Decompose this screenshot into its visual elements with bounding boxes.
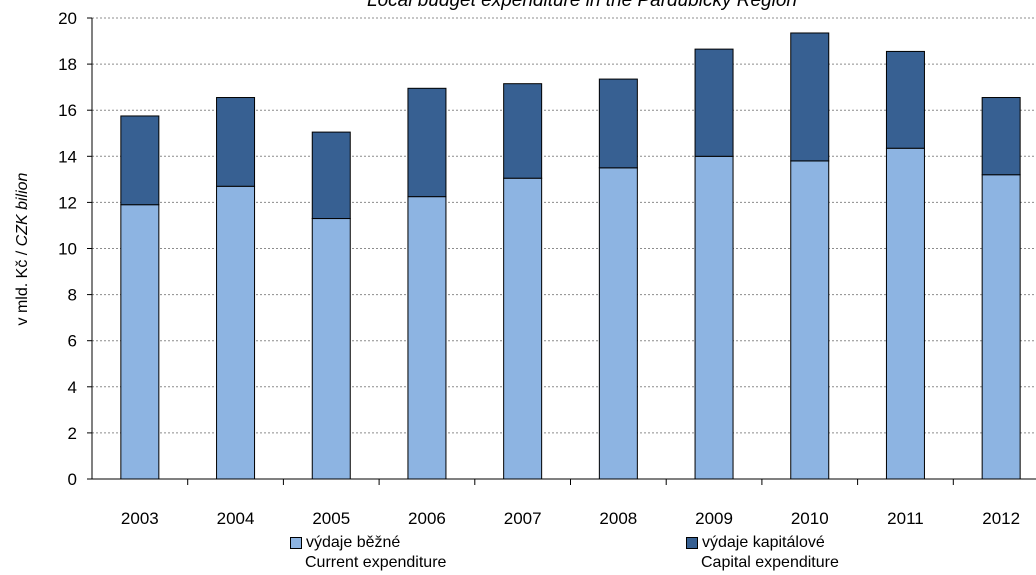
x-tick-label: 2010: [791, 509, 829, 528]
legend-capital-expenditure: výdaje kapitálové Capital expenditure: [686, 533, 839, 573]
x-tick-label: 2005: [312, 509, 350, 528]
bar-current-expenditure: [790, 160, 830, 480]
bar-current-expenditure: [216, 185, 256, 480]
bar-capital-expenditure: [120, 115, 160, 206]
x-tick-label: 2007: [504, 509, 542, 528]
bar-capital-expenditure: [311, 131, 351, 220]
y-tick-label: 2: [68, 424, 77, 443]
y-axis-label-czech: v mld. Kč /: [14, 246, 31, 325]
legend-swatch-current: [290, 537, 302, 549]
bar-current-expenditure: [503, 177, 543, 480]
bars: [120, 32, 1021, 480]
legend-current-expenditure: výdaje běžné Current expenditure: [290, 533, 446, 573]
bar-current-expenditure: [981, 174, 1021, 480]
y-axis-label: v mld. Kč / CZK bilion: [14, 172, 31, 325]
legend-label-capital-en: Capital expenditure: [701, 554, 839, 571]
bar-capital-expenditure: [598, 78, 638, 169]
legend-label-current: výdaje běžné: [306, 534, 401, 551]
y-tick-label: 14: [58, 147, 77, 166]
bar-capital-expenditure: [790, 32, 830, 162]
bar-capital-expenditure: [694, 48, 734, 157]
y-tick-label: 18: [58, 55, 77, 74]
bar-capital-expenditure: [407, 87, 447, 198]
legend-label-current-en: Current expenditure: [305, 554, 447, 571]
x-tick-label: 2012: [982, 509, 1020, 528]
bar-current-expenditure: [407, 196, 447, 480]
y-tick-label: 20: [58, 9, 77, 28]
bar-capital-expenditure: [981, 97, 1021, 176]
chart-title: Local budget expenditure in the Pardubic…: [367, 0, 797, 11]
y-axis-label-english: CZK bilion: [14, 172, 31, 246]
bar-capital-expenditure: [216, 97, 256, 187]
x-tick-label: 2009: [695, 509, 733, 528]
y-tick-label: 6: [68, 332, 77, 351]
y-tick-label: 4: [68, 378, 77, 397]
x-tick-label: 2011: [887, 509, 924, 528]
bar-current-expenditure: [120, 204, 160, 480]
y-tick-label: 10: [58, 240, 77, 259]
y-tick-label: 0: [68, 470, 77, 489]
bar-current-expenditure: [598, 167, 638, 480]
bar-current-expenditure: [311, 218, 351, 480]
x-tick-label: 2004: [217, 509, 255, 528]
y-tick-label: 16: [58, 101, 77, 120]
legend-label-capital: výdaje kapitálové: [702, 534, 825, 551]
x-tick-label: 2003: [121, 509, 159, 528]
x-tick-label: 2006: [408, 509, 446, 528]
y-tick-label: 8: [68, 286, 77, 305]
bar-capital-expenditure: [503, 83, 543, 179]
bar-capital-expenditure: [885, 50, 925, 149]
y-tick-label: 12: [58, 193, 77, 212]
ticks: 0 2 4 6 8 10 12 14 16 18 20 2003 2004 2005 2006 2007 200…: [58, 9, 1020, 528]
bar-current-expenditure: [694, 155, 734, 480]
legend-swatch-capital: [686, 537, 698, 549]
x-tick-label: 2008: [599, 509, 637, 528]
bar-current-expenditure: [885, 147, 925, 480]
